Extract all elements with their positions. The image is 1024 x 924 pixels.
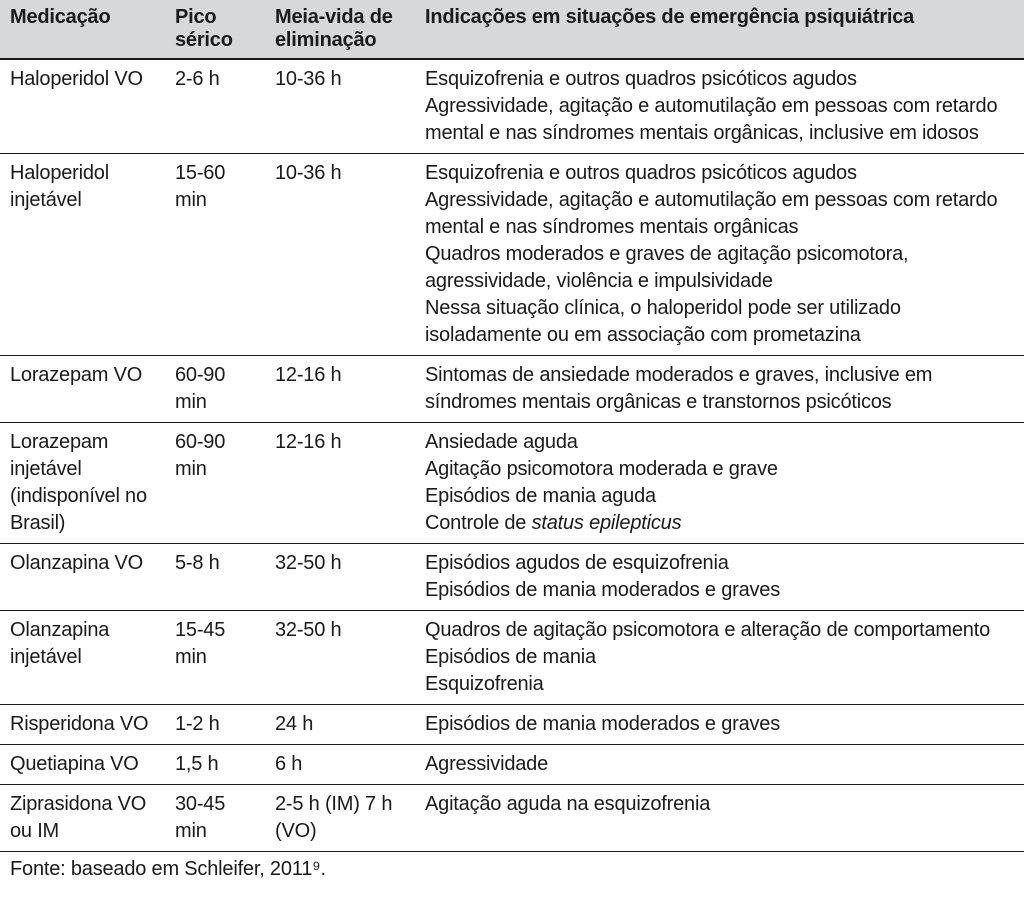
table-body: Haloperidol VO2-6 h10-36 h Esquizofrenia … [0,59,1024,852]
indication-line: Sintomas de ansiedade moderados e graves… [425,362,1014,416]
table-row: Risperidona VO1-2 h24 h Episódios de mani… [0,705,1024,745]
cell-medicacao: Olanzapina VO [0,544,165,611]
cell-indicacoes: Sintomas de ansiedade moderados e graves… [415,356,1024,423]
cell-meia-vida: 24 h [265,705,415,745]
indication-line: Agitação psicomotora moderada e grave [425,456,1014,483]
cell-medicacao: Ziprasidona VO ou IM [0,785,165,852]
table-row: Quetiapina VO1,5 h6 h Agressividade [0,745,1024,785]
cell-meia-vida: 32-50 h [265,611,415,705]
cell-medicacao: Quetiapina VO [0,745,165,785]
cell-indicacoes: Esquizofrenia e outros quadros psicótico… [415,154,1024,356]
table-row: Haloperidol VO2-6 h10-36 h Esquizofrenia … [0,59,1024,154]
indication-line: Episódios de mania moderados e graves [425,577,1014,604]
table-row: Lorazepam injetável (indisponível no Bra… [0,423,1024,544]
cell-medicacao: Haloperidol injetável [0,154,165,356]
cell-medicacao: Olanzapina injetável [0,611,165,705]
indication-line: Nessa situação clínica, o haloperidol po… [425,295,1014,349]
cell-meia-vida: 10-36 h [265,59,415,154]
indication-line: Esquizofrenia [425,671,1014,698]
col-header-pico: Pico sérico [165,0,265,59]
col-header-meia-vida: Meia-vida de eliminação [265,0,415,59]
cell-pico: 5-8 h [165,544,265,611]
table-footnote: Fonte: baseado em Schleifer, 2011⁹. [0,852,1024,887]
cell-pico: 1,5 h [165,745,265,785]
cell-indicacoes: Agressividade [415,745,1024,785]
cell-meia-vida: 12-16 h [265,423,415,544]
indication-line: Agitação aguda na esquizofrenia [425,791,1014,818]
cell-medicacao: Lorazepam VO [0,356,165,423]
cell-pico: 1-2 h [165,705,265,745]
cell-medicacao: Haloperidol VO [0,59,165,154]
cell-meia-vida: 6 h [265,745,415,785]
indication-line: Agressividade, agitação e automutilação … [425,93,1014,147]
indication-line: Episódios agudos de esquizofrenia [425,550,1014,577]
indication-line: Quadros moderados e graves de agitação p… [425,241,1014,295]
medication-table: Medicação Pico sérico Meia-vida de elimi… [0,0,1024,852]
indication-line: Agressividade, agitação e automutilação … [425,187,1014,241]
table-row: Haloperidol injetável15-60 min10-36 h Esq… [0,154,1024,356]
col-header-indicacoes: Indicações em situações de emergência ps… [415,0,1024,59]
table-row: Ziprasidona VO ou IM30-45 min2-5 h (IM) … [0,785,1024,852]
cell-meia-vida: 32-50 h [265,544,415,611]
cell-indicacoes: Ansiedade agudaAgitação psicomotora mode… [415,423,1024,544]
indication-line: Quadros de agitação psicomotora e altera… [425,617,1014,644]
cell-medicacao: Risperidona VO [0,705,165,745]
cell-pico: 15-60 min [165,154,265,356]
table-row: Olanzapina injetável15-45 min32-50 h Quad… [0,611,1024,705]
table-row: Olanzapina VO5-8 h32-50 hEpisódios agudo… [0,544,1024,611]
cell-medicacao: Lorazepam injetável (indisponível no Bra… [0,423,165,544]
indication-line: Controle de status epilepticus [425,510,1014,537]
cell-indicacoes: Quadros de agitação psicomotora e altera… [415,611,1024,705]
indication-line: Episódios de mania aguda [425,483,1014,510]
cell-indicacoes: Esquizofrenia e outros quadros psicótico… [415,59,1024,154]
cell-pico: 60-90 min [165,423,265,544]
cell-pico: 15-45 min [165,611,265,705]
col-header-medicacao: Medicação [0,0,165,59]
indication-line: Esquizofrenia e outros quadros psicótico… [425,66,1014,93]
indication-line: Episódios de mania moderados e graves [425,711,1014,738]
cell-pico: 60-90 min [165,356,265,423]
cell-pico: 30-45 min [165,785,265,852]
cell-indicacoes: Agitação aguda na esquizofrenia [415,785,1024,852]
table-header-row: Medicação Pico sérico Meia-vida de elimi… [0,0,1024,59]
cell-indicacoes: Episódios de mania moderados e graves [415,705,1024,745]
cell-meia-vida: 12-16 h [265,356,415,423]
cell-meia-vida: 2-5 h (IM) 7 h (VO) [265,785,415,852]
cell-indicacoes: Episódios agudos de esquizofreniaEpisódi… [415,544,1024,611]
indication-line: Episódios de mania [425,644,1014,671]
indication-line: Ansiedade aguda [425,429,1014,456]
cell-pico: 2-6 h [165,59,265,154]
cell-meia-vida: 10-36 h [265,154,415,356]
table-row: Lorazepam VO60-90 min12-16 hSintomas de … [0,356,1024,423]
indication-line: Agressividade [425,751,1014,778]
indication-line: Esquizofrenia e outros quadros psicótico… [425,160,1014,187]
